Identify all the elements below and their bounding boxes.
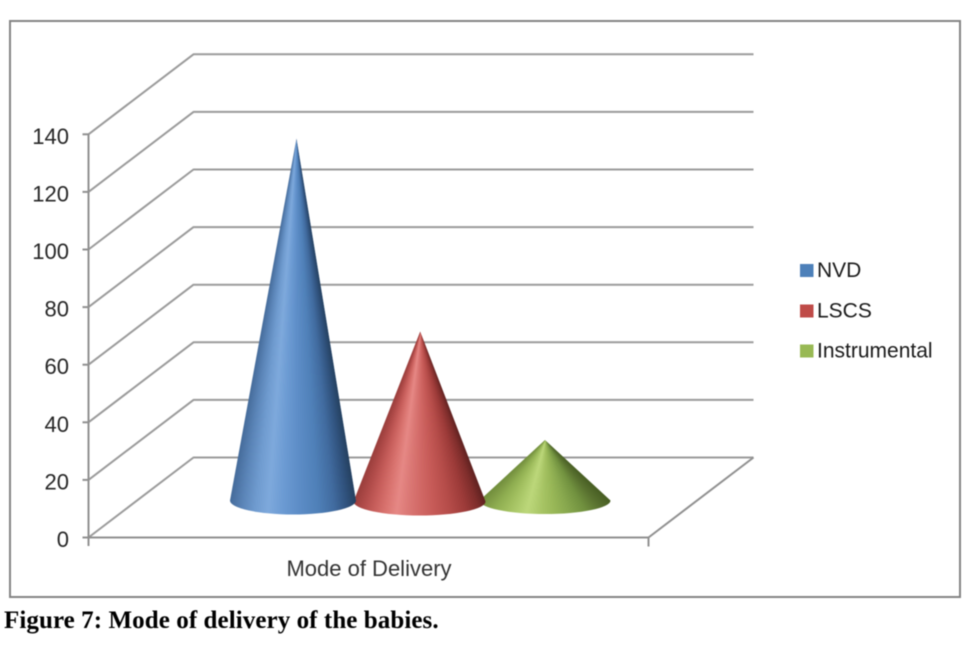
svg-text:100: 100	[32, 239, 69, 264]
svg-text:Instrumental: Instrumental	[817, 340, 933, 363]
svg-text:20: 20	[45, 469, 69, 494]
svg-text:140: 140	[32, 124, 69, 149]
svg-text:LSCS: LSCS	[817, 300, 872, 323]
svg-text:NVD: NVD	[817, 259, 861, 282]
svg-text:0: 0	[57, 527, 69, 552]
svg-text:Mode of Delivery: Mode of Delivery	[286, 556, 451, 581]
svg-text:120: 120	[32, 181, 69, 206]
svg-text:Figure 7: Mode of delivery of: Figure 7: Mode of delivery of the babies…	[4, 607, 439, 634]
svg-text:80: 80	[45, 297, 69, 322]
svg-text:60: 60	[45, 354, 69, 379]
svg-text:40: 40	[45, 412, 69, 437]
